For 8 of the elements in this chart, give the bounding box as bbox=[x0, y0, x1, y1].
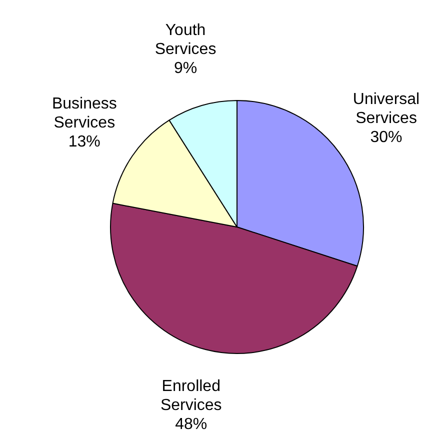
data-label: 30% bbox=[370, 128, 402, 146]
data-label: 13% bbox=[68, 134, 100, 151]
slice-label: Enrolled Services bbox=[160, 378, 222, 414]
data-label: 48% bbox=[175, 416, 208, 434]
slice-label: Universal Services bbox=[352, 90, 420, 127]
slice-label: Youth Services bbox=[154, 22, 216, 58]
data-label: 9% bbox=[174, 60, 198, 78]
slice-label: Business Services bbox=[52, 96, 117, 132]
